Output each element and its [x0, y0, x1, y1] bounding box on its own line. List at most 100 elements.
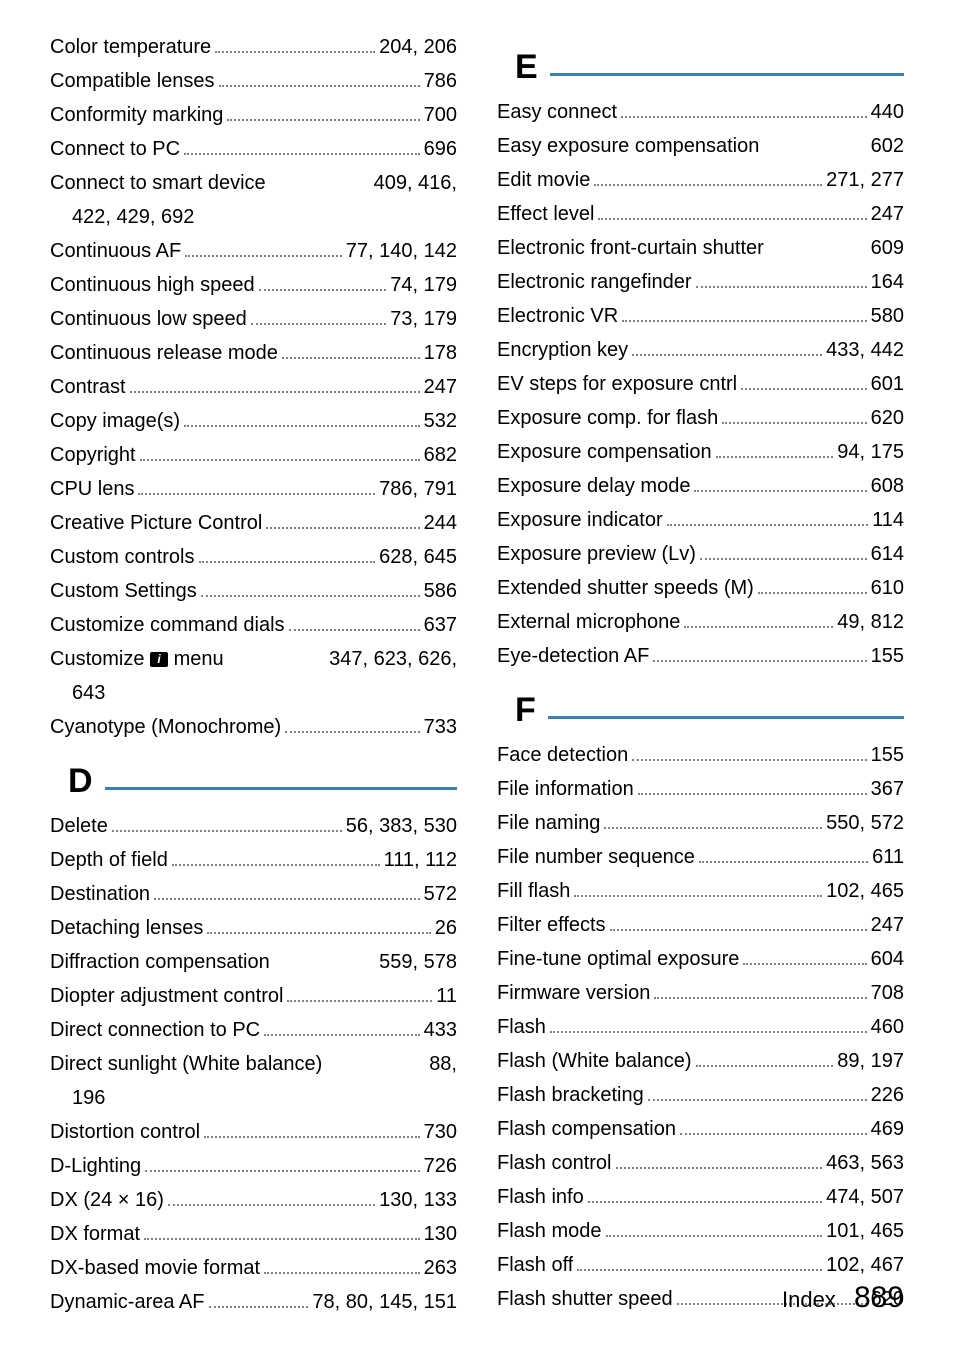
- index-entry-label: Flash off: [497, 1248, 573, 1282]
- index-entry-pages: 409, 416,: [374, 166, 457, 200]
- leader-dots: [112, 830, 342, 832]
- index-entry-pages: 696: [424, 132, 457, 166]
- leader-dots: [622, 320, 866, 322]
- leader-dots: [215, 51, 375, 53]
- index-entry-label: Electronic front-curtain shutter: [497, 231, 871, 265]
- index-entry: Flash control463, 563: [497, 1146, 904, 1180]
- index-entry-pages: 786, 791: [379, 472, 457, 506]
- index-entry: Extended shutter speeds (M) 610: [497, 571, 904, 605]
- leader-dots: [758, 592, 867, 594]
- index-entry-label: Continuous AF: [50, 234, 181, 268]
- index-entry-pages: 78, 80, 145, 151: [312, 1285, 457, 1319]
- index-entry: Direct connection to PC433: [50, 1013, 457, 1047]
- index-entry: Detaching lenses26: [50, 911, 457, 945]
- index-entry: Encryption key433, 442: [497, 333, 904, 367]
- index-entry-label: Extended shutter speeds (M): [497, 571, 754, 605]
- index-entry: Copy image(s)532: [50, 404, 457, 438]
- index-entry-label: File information: [497, 772, 634, 806]
- leader-dots: [680, 1133, 867, 1135]
- index-entry: Exposure indicator114: [497, 503, 904, 537]
- index-entry-pages: 164: [871, 265, 904, 299]
- index-entry-pages: 611: [872, 840, 904, 874]
- leader-dots: [699, 861, 868, 863]
- index-entry: Fill flash102, 465: [497, 874, 904, 908]
- index-entry: Exposure compensation94, 175: [497, 435, 904, 469]
- leader-dots: [184, 153, 420, 155]
- index-entry: Flash mode101, 465: [497, 1214, 904, 1248]
- section-divider-line: [550, 73, 904, 76]
- section-header: D: [50, 762, 457, 801]
- index-entry-pages: 700: [424, 98, 457, 132]
- index-entry-pages: 155: [871, 738, 904, 772]
- index-entry-label: DX format: [50, 1217, 140, 1251]
- leader-dots: [287, 1000, 432, 1002]
- index-entry-pages: 433: [424, 1013, 457, 1047]
- index-entry-pages: 637: [424, 608, 457, 642]
- index-entry-label: Flash shutter speed: [497, 1282, 673, 1316]
- leader-dots: [588, 1201, 822, 1203]
- index-entry-label: Dynamic-area AF: [50, 1285, 205, 1319]
- index-entry-pages: 609: [871, 231, 904, 265]
- leader-dots: [285, 731, 419, 733]
- index-entry: Color temperature204, 206: [50, 30, 457, 64]
- index-entry: Fine-tune optimal exposure604: [497, 942, 904, 976]
- index-entry-pages: 77, 140, 142: [346, 234, 457, 268]
- index-entry-label: Depth of field: [50, 843, 168, 877]
- leader-dots: [598, 218, 866, 220]
- index-entry: Custom controls628, 645: [50, 540, 457, 574]
- index-entry-label: Filter effects: [497, 908, 606, 942]
- index-entry-label: Exposure compensation: [497, 435, 712, 469]
- leader-dots: [722, 422, 866, 424]
- index-entry: Direct sunlight (White balance)88,: [50, 1047, 457, 1081]
- index-entry-pages: 263: [424, 1251, 457, 1285]
- index-entry-pages: 682: [424, 438, 457, 472]
- leader-dots: [168, 1204, 375, 1206]
- index-entry: Easy connect440: [497, 95, 904, 129]
- index-entry-pages: 89, 197: [837, 1044, 904, 1078]
- leader-dots: [632, 759, 866, 761]
- index-entry-label: Flash compensation: [497, 1112, 676, 1146]
- index-entry: Copyright682: [50, 438, 457, 472]
- index-entry-pages: 11: [436, 979, 457, 1013]
- index-entry-pages: 111, 112: [384, 843, 457, 877]
- leader-dots: [743, 963, 866, 965]
- leader-dots: [621, 116, 867, 118]
- index-entry-pages: 49, 812: [837, 605, 904, 639]
- index-entry-pages: 628, 645: [379, 540, 457, 574]
- leader-dots: [130, 391, 420, 393]
- index-entry-label: Custom Settings: [50, 574, 197, 608]
- index-entry: Depth of field 111, 112: [50, 843, 457, 877]
- footer-page-number: 889: [854, 1281, 904, 1314]
- index-entry-pages: 610: [871, 571, 904, 605]
- index-entry-label: Distortion control: [50, 1115, 200, 1149]
- index-entry-pages: 347, 623, 626,: [329, 642, 457, 676]
- index-entry: Face detection155: [497, 738, 904, 772]
- leader-dots: [648, 1099, 867, 1101]
- leader-dots: [185, 255, 342, 257]
- leader-dots: [716, 456, 834, 458]
- index-entry-pages: 226: [871, 1078, 904, 1112]
- index-entry-label: File naming: [497, 806, 600, 840]
- leader-dots: [638, 793, 867, 795]
- index-entry: Diopter adjustment control11: [50, 979, 457, 1013]
- index-entry-pages: 786: [424, 64, 457, 98]
- index-entry-pages: 247: [871, 908, 904, 942]
- leader-dots: [653, 660, 866, 662]
- index-entry-pages: 474, 507: [826, 1180, 904, 1214]
- index-entry-pages: 88,: [429, 1047, 457, 1081]
- index-entry: Conformity marking700: [50, 98, 457, 132]
- leader-dots: [700, 558, 867, 560]
- index-entry-pages: 708: [871, 976, 904, 1010]
- index-entry: Customize i menu347, 623, 626,: [50, 642, 457, 676]
- index-entry-label: Customize command dials: [50, 608, 285, 642]
- index-content: Color temperature204, 206Compatible lens…: [50, 30, 904, 1319]
- index-entry-label: Flash: [497, 1010, 546, 1044]
- index-entry-label: File number sequence: [497, 840, 695, 874]
- index-entry-pages: 102, 467: [826, 1248, 904, 1282]
- index-entry: Filter effects 247: [497, 908, 904, 942]
- leader-dots: [204, 1136, 420, 1138]
- index-entry-label: Diffraction compensation: [50, 945, 379, 979]
- leader-dots: [172, 864, 380, 866]
- index-entry-pages: 178: [424, 336, 457, 370]
- leader-dots: [667, 524, 868, 526]
